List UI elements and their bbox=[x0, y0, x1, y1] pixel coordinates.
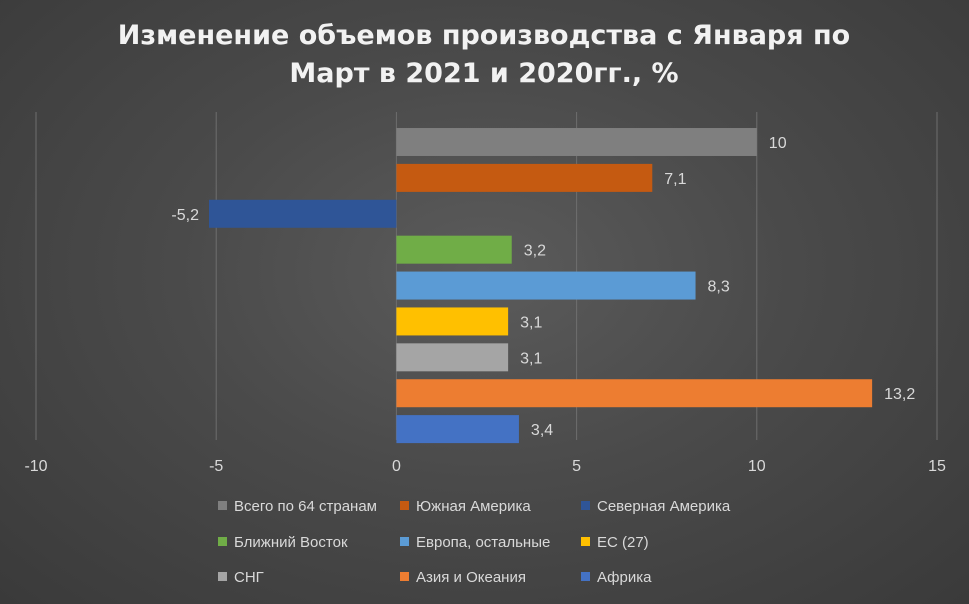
data-label: 3,2 bbox=[524, 243, 546, 260]
chart-title-line-1: Изменение объемов производства с Января … bbox=[118, 20, 850, 51]
legend-entry: Ближний Восток bbox=[234, 534, 348, 551]
legend-swatch bbox=[218, 537, 227, 546]
x-tick-label: 10 bbox=[748, 458, 766, 475]
legend-swatch bbox=[400, 537, 409, 546]
x-axis-ticks: -10 -5 0 5 10 15 bbox=[24, 458, 946, 475]
legend: Всего по 64 странам Южная Америка Северная… bbox=[218, 498, 731, 586]
data-label: 7,1 bbox=[664, 171, 686, 188]
data-labels: 10 7,1 -5,2 3,2 8,3 3,1 3,1 13,2 3,4 bbox=[171, 135, 915, 439]
legend-entry: ЕС (27) bbox=[597, 534, 649, 551]
legend-swatch bbox=[581, 501, 590, 510]
data-label: -5,2 bbox=[171, 207, 199, 224]
x-tick-label: 5 bbox=[572, 458, 581, 475]
data-label: 10 bbox=[769, 135, 787, 152]
legend-entry: Азия и Океания bbox=[416, 569, 526, 586]
bar bbox=[396, 379, 873, 408]
legend-entry: Африка bbox=[597, 569, 652, 586]
legend-swatch bbox=[218, 501, 227, 510]
legend-swatch bbox=[581, 537, 590, 546]
data-label: 8,3 bbox=[708, 279, 730, 296]
data-label: 3,1 bbox=[520, 350, 542, 367]
legend-entry: СНГ bbox=[234, 569, 264, 586]
legend-swatch bbox=[400, 501, 409, 510]
bar bbox=[396, 343, 509, 372]
legend-entry: Северная Америка bbox=[597, 498, 731, 515]
legend-entry: Европа, остальные bbox=[416, 534, 550, 551]
x-tick-label: -10 bbox=[24, 458, 47, 475]
bar bbox=[396, 163, 653, 192]
x-tick-label: -5 bbox=[209, 458, 223, 475]
data-label: 3,4 bbox=[531, 422, 553, 439]
legend-entry: Всего по 64 странам bbox=[234, 498, 377, 515]
bar bbox=[396, 415, 519, 444]
bar bbox=[396, 271, 696, 300]
x-tick-label: 15 bbox=[928, 458, 946, 475]
legend-swatch bbox=[400, 572, 409, 581]
data-label: 13,2 bbox=[884, 386, 915, 403]
legend-entry: Южная Америка bbox=[416, 498, 531, 515]
bars bbox=[208, 128, 873, 444]
bar bbox=[208, 199, 397, 228]
chart-title-line-2: Март в 2021 и 2020гг., % bbox=[289, 58, 678, 89]
legend-swatch bbox=[581, 572, 590, 581]
x-tick-label: 0 bbox=[392, 458, 401, 475]
bar bbox=[396, 128, 757, 156]
bar bbox=[396, 235, 512, 264]
legend-swatch bbox=[218, 572, 227, 581]
bar bbox=[396, 307, 509, 336]
data-label: 3,1 bbox=[520, 314, 542, 331]
